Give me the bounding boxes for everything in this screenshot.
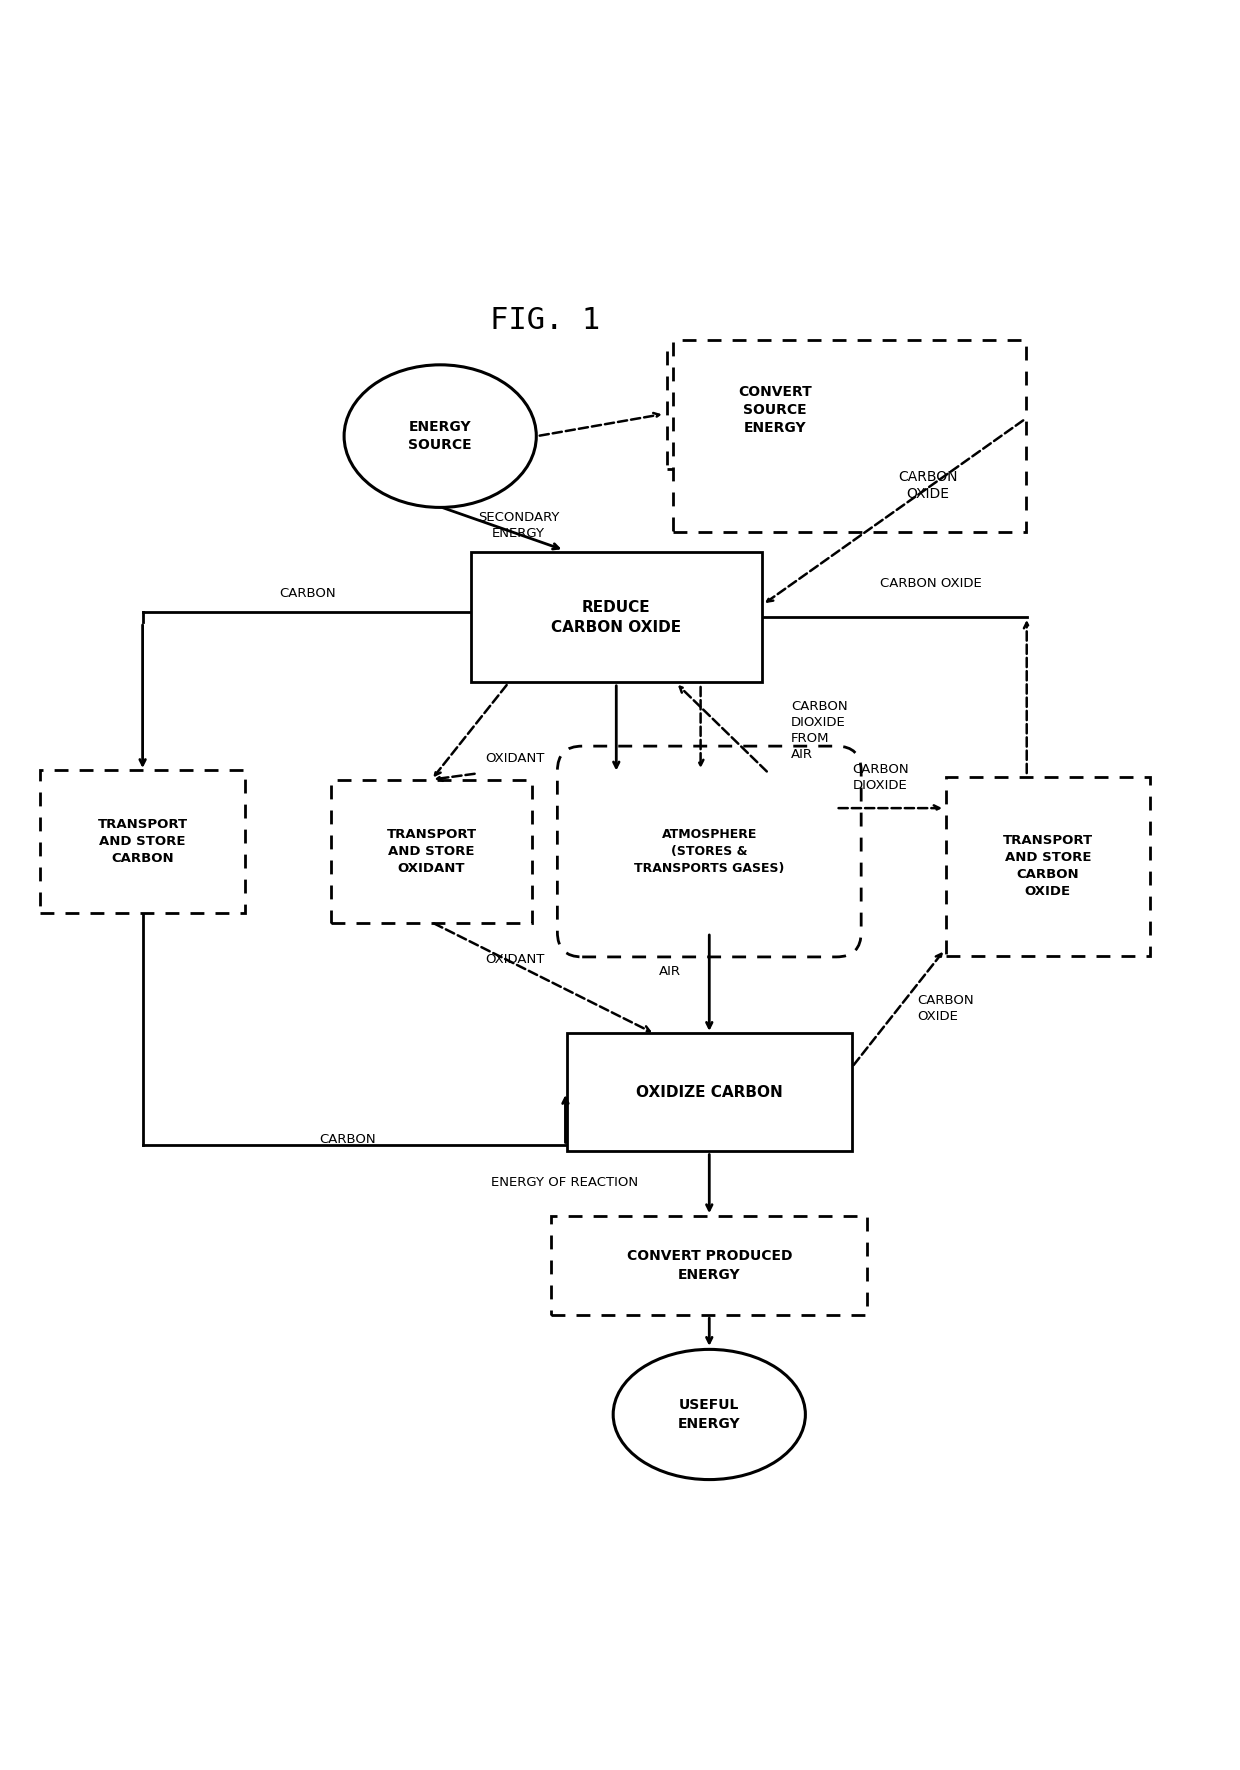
Text: TRANSPORT
AND STORE
OXIDANT: TRANSPORT AND STORE OXIDANT: [387, 828, 476, 874]
FancyBboxPatch shape: [567, 1034, 852, 1150]
Text: OXIDANT: OXIDANT: [485, 952, 544, 966]
Text: CARBON OXIDE: CARBON OXIDE: [880, 577, 982, 589]
Text: CONVERT
SOURCE
ENERGY: CONVERT SOURCE ENERGY: [738, 384, 812, 435]
Text: CARBON
OXIDE: CARBON OXIDE: [918, 995, 975, 1023]
Ellipse shape: [613, 1349, 806, 1480]
Text: OXIDANT: OXIDANT: [485, 752, 544, 765]
FancyBboxPatch shape: [558, 747, 861, 958]
FancyBboxPatch shape: [471, 552, 761, 681]
FancyBboxPatch shape: [551, 1216, 868, 1315]
FancyBboxPatch shape: [40, 770, 246, 913]
Ellipse shape: [345, 365, 536, 508]
Text: REDUCE
CARBON OXIDE: REDUCE CARBON OXIDE: [552, 600, 681, 635]
FancyBboxPatch shape: [667, 350, 883, 469]
Text: CARBON
DIOXIDE: CARBON DIOXIDE: [852, 763, 909, 791]
Text: TRANSPORT
AND STORE
CARBON
OXIDE: TRANSPORT AND STORE CARBON OXIDE: [1003, 834, 1092, 899]
Text: OXIDIZE CARBON: OXIDIZE CARBON: [636, 1085, 782, 1099]
Text: CARBON
OXIDE: CARBON OXIDE: [898, 471, 957, 501]
Text: CARBON
DIOXIDE
FROM
AIR: CARBON DIOXIDE FROM AIR: [791, 699, 848, 761]
FancyBboxPatch shape: [945, 777, 1149, 956]
FancyBboxPatch shape: [673, 340, 1027, 533]
Text: TRANSPORT
AND STORE
CARBON: TRANSPORT AND STORE CARBON: [98, 818, 187, 866]
Text: AIR: AIR: [658, 965, 681, 979]
Text: ENERGY OF REACTION: ENERGY OF REACTION: [491, 1175, 637, 1189]
Text: ATMOSPHERE
(STORES &
TRANSPORTS GASES): ATMOSPHERE (STORES & TRANSPORTS GASES): [634, 828, 785, 874]
Text: CARBON: CARBON: [279, 588, 336, 600]
FancyBboxPatch shape: [331, 781, 532, 922]
Text: USEFUL
ENERGY: USEFUL ENERGY: [678, 1398, 740, 1430]
Text: CONVERT PRODUCED
ENERGY: CONVERT PRODUCED ENERGY: [626, 1250, 792, 1281]
Text: SECONDARY
ENERGY: SECONDARY ENERGY: [477, 512, 559, 540]
Text: FIG. 1: FIG. 1: [491, 306, 600, 335]
Text: ENERGY
SOURCE: ENERGY SOURCE: [408, 419, 472, 453]
Text: CARBON: CARBON: [319, 1133, 376, 1145]
